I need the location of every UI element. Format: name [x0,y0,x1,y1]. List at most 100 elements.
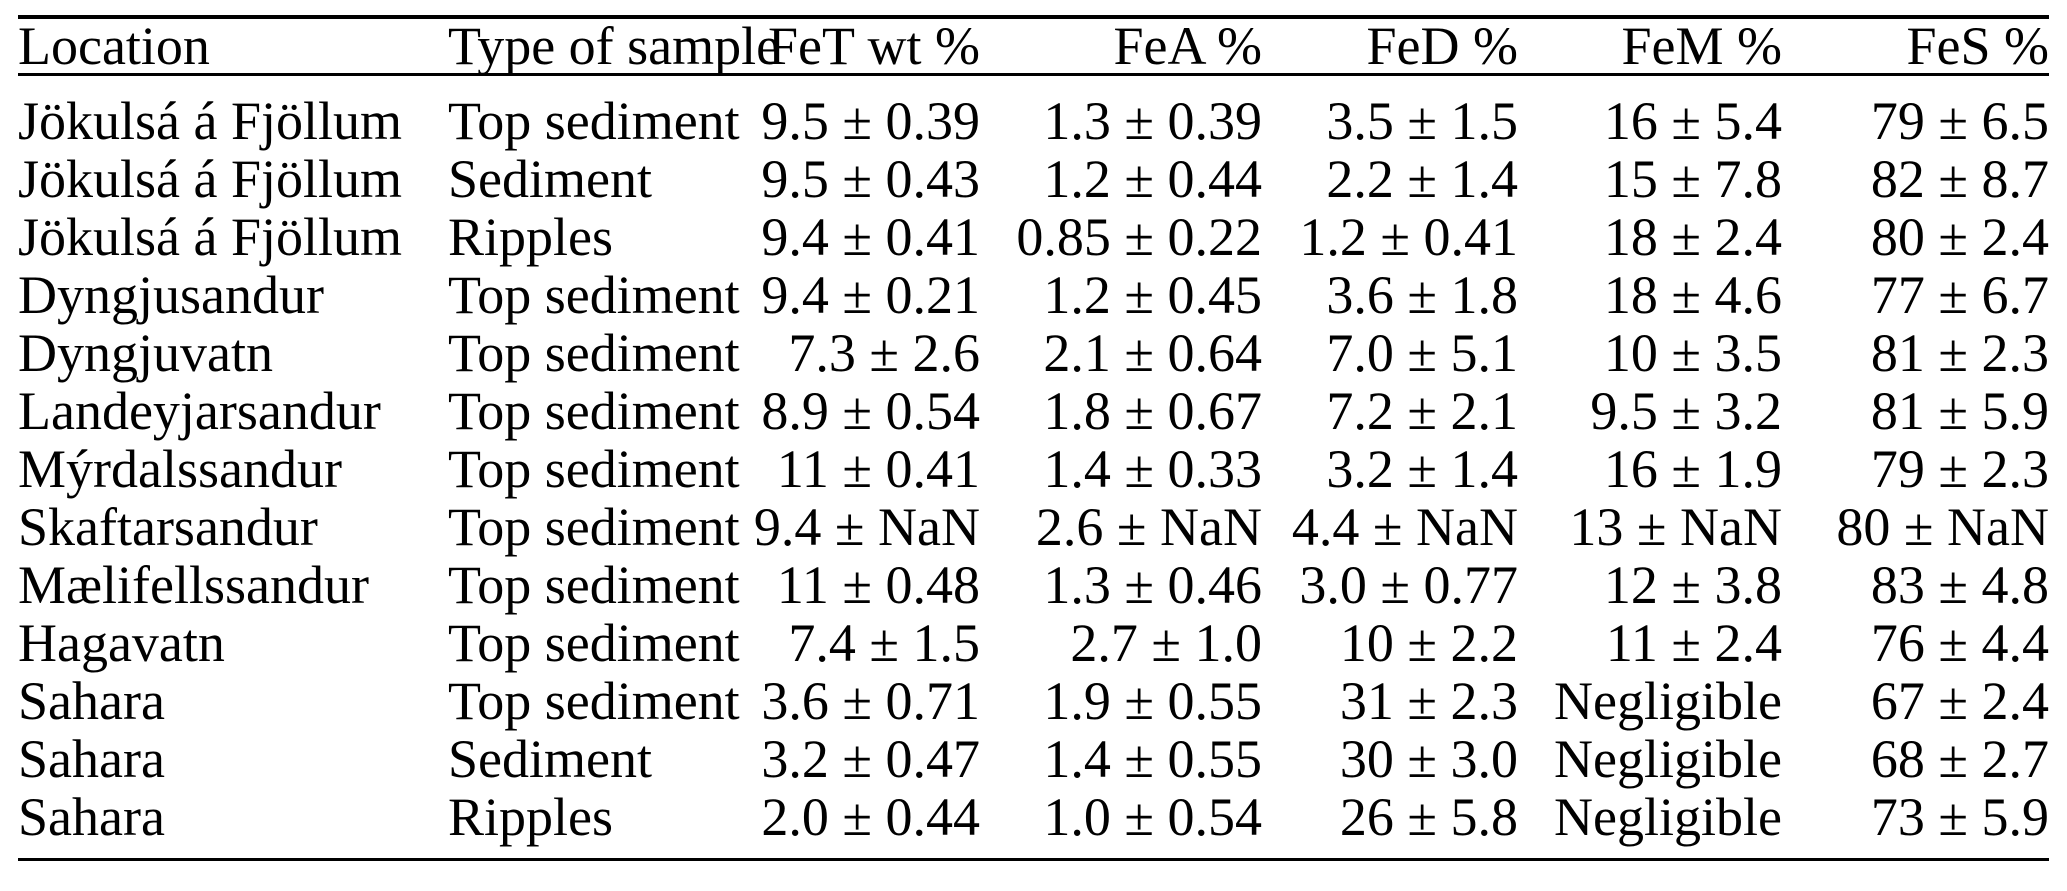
column-header-location: Location [18,16,210,76]
cell-fed: 3.6 ± 1.8 [1326,265,1518,325]
cell-fem: 9.5 ± 3.2 [1590,381,1782,441]
cell-fea: 1.0 ± 0.54 [1043,787,1262,847]
cell-fea: 1.9 ± 0.55 [1043,671,1262,731]
cell-fet: 2.0 ± 0.44 [761,787,980,847]
cell-fet: 7.4 ± 1.5 [788,613,980,673]
column-header-fea: FeA % [1113,16,1263,76]
cell-fet: 9.4 ± NaN [753,497,980,557]
cell-fed: 3.0 ± 0.77 [1299,555,1518,615]
cell-fes: 81 ± 5.9 [1870,381,2049,441]
cell-fem: 10 ± 3.5 [1603,323,1782,383]
cell-location: Skaftarsandur [18,497,318,557]
cell-fet: 11 ± 0.48 [776,555,980,615]
cell-fed: 3.2 ± 1.4 [1326,439,1518,499]
column-header-fes: FeS % [1906,16,2049,76]
cell-fem: 12 ± 3.8 [1603,555,1782,615]
column-header-fed: FeD % [1366,16,1518,76]
cell-fed: 4.4 ± NaN [1291,497,1518,557]
cell-location: Mælifellssandur [18,555,369,615]
cell-fet: 8.9 ± 0.54 [761,381,980,441]
column-header-fem: FeM % [1621,16,1783,76]
cell-fed: 2.2 ± 1.4 [1326,149,1518,209]
cell-fea: 1.3 ± 0.39 [1043,91,1262,151]
cell-fem: Negligible [1554,787,1782,847]
cell-fes: 83 ± 4.8 [1870,555,2049,615]
cell-sample-type: Sediment [448,729,652,789]
cell-sample-type: Sediment [448,149,652,209]
cell-fem: 13 ± NaN [1569,497,1782,557]
cell-fea: 1.4 ± 0.55 [1043,729,1262,789]
table-row: Sahara Top sediment 3.6 ± 0.71 1.9 ± 0.55 31… [18,672,2049,730]
cell-fet: 3.6 ± 0.71 [761,671,980,731]
cell-fea: 2.6 ± NaN [1035,497,1262,557]
cell-fea: 1.2 ± 0.44 [1043,149,1262,209]
cell-sample-type: Ripples [448,787,614,847]
table-row: Sahara Sediment 3.2 ± 0.47 1.4 ± 0.55 30 ± 3… [18,730,2049,788]
cell-fea: 1.2 ± 0.45 [1043,265,1262,325]
cell-sample-type: Top sediment [448,613,740,673]
table-row: Mýrdalssandur Top sediment 11 ± 0.41 1.4 ± … [18,440,2049,498]
cell-fem: Negligible [1554,729,1782,789]
cell-fem: 18 ± 2.4 [1603,207,1782,267]
cell-sample-type: Top sediment [448,323,740,383]
cell-fem: 16 ± 5.4 [1603,91,1782,151]
cell-sample-type: Top sediment [448,671,740,731]
cell-fes: 77 ± 6.7 [1870,265,2049,325]
table-row: Dyngjuvatn Top sediment 7.3 ± 2.6 2.1 ± 0.6… [18,324,2049,382]
cell-fea: 0.85 ± 0.22 [1016,207,1262,267]
cell-fes: 73 ± 5.9 [1870,787,2049,847]
table-row: Mælifellssandur Top sediment 11 ± 0.48 1.3 … [18,556,2049,614]
cell-sample-type: Top sediment [448,497,740,557]
cell-fet: 11 ± 0.41 [776,439,980,499]
sediment-iron-table: Location Type of sample FeT wt % FeA % FeD %… [18,15,2049,861]
cell-location: Hagavatn [18,613,225,673]
column-header-sample-type: Type of sample [448,16,781,76]
table-row: Jökulsá á Fjöllum Top sediment 9.5 ± 0.39 1… [18,75,2049,151]
cell-location: Jökulsá á Fjöllum [18,91,403,151]
cell-location: Jökulsá á Fjöllum [18,149,403,209]
cell-location: Jökulsá á Fjöllum [18,207,403,267]
cell-fem: 18 ± 4.6 [1603,265,1782,325]
cell-location: Sahara [18,787,165,847]
cell-fes: 79 ± 6.5 [1870,91,2049,151]
cell-location: Landeyjarsandur [18,381,381,441]
table-row: Hagavatn Top sediment 7.4 ± 1.5 2.7 ± 1.0 10… [18,614,2049,672]
table-head: Location Type of sample FeT wt % FeA % FeD %… [18,17,2049,75]
cell-fed: 26 ± 5.8 [1339,787,1518,847]
cell-fed: 7.0 ± 5.1 [1326,323,1518,383]
table-row: Jökulsá á Fjöllum Ripples 9.4 ± 0.41 0.85 ±… [18,208,2049,266]
table-row: Dyngjusandur Top sediment 9.4 ± 0.21 1.2 ± … [18,266,2049,324]
table-row: Sahara Ripples 2.0 ± 0.44 1.0 ± 0.54 26 ± 5.… [18,788,2049,860]
cell-location: Dyngjuvatn [18,323,273,383]
cell-fed: 30 ± 3.0 [1339,729,1518,789]
cell-location: Dyngjusandur [18,265,324,325]
table-row: Jökulsá á Fjöllum Sediment 9.5 ± 0.43 1.2 ±… [18,150,2049,208]
cell-fem: 15 ± 7.8 [1603,149,1782,209]
table-body: Jökulsá á Fjöllum Top sediment 9.5 ± 0.39 1… [18,75,2049,860]
cell-fes: 68 ± 2.7 [1870,729,2049,789]
cell-fed: 31 ± 2.3 [1339,671,1518,731]
cell-location: Sahara [18,729,165,789]
cell-sample-type: Top sediment [448,439,740,499]
cell-fea: 2.7 ± 1.0 [1070,613,1262,673]
cell-fet: 9.5 ± 0.39 [761,91,980,151]
cell-sample-type: Top sediment [448,381,740,441]
cell-sample-type: Top sediment [448,555,740,615]
cell-fet: 9.4 ± 0.21 [761,265,980,325]
table-header-row: Location Type of sample FeT wt % FeA % FeD %… [18,17,2049,75]
cell-fea: 2.1 ± 0.64 [1043,323,1262,383]
cell-fem: Negligible [1554,671,1782,731]
cell-fed: 7.2 ± 2.1 [1326,381,1518,441]
cell-sample-type: Top sediment [448,265,740,325]
cell-fet: 9.4 ± 0.41 [761,207,980,267]
cell-fes: 82 ± 8.7 [1870,149,2049,209]
cell-fea: 1.3 ± 0.46 [1043,555,1262,615]
cell-fet: 3.2 ± 0.47 [761,729,980,789]
cell-fes: 81 ± 2.3 [1870,323,2049,383]
cell-fes: 80 ± 2.4 [1870,207,2049,267]
cell-fed: 3.5 ± 1.5 [1326,91,1518,151]
cell-fet: 7.3 ± 2.6 [788,323,980,383]
table-row: Skaftarsandur Top sediment 9.4 ± NaN 2.6 ± … [18,498,2049,556]
cell-sample-type: Top sediment [448,91,740,151]
